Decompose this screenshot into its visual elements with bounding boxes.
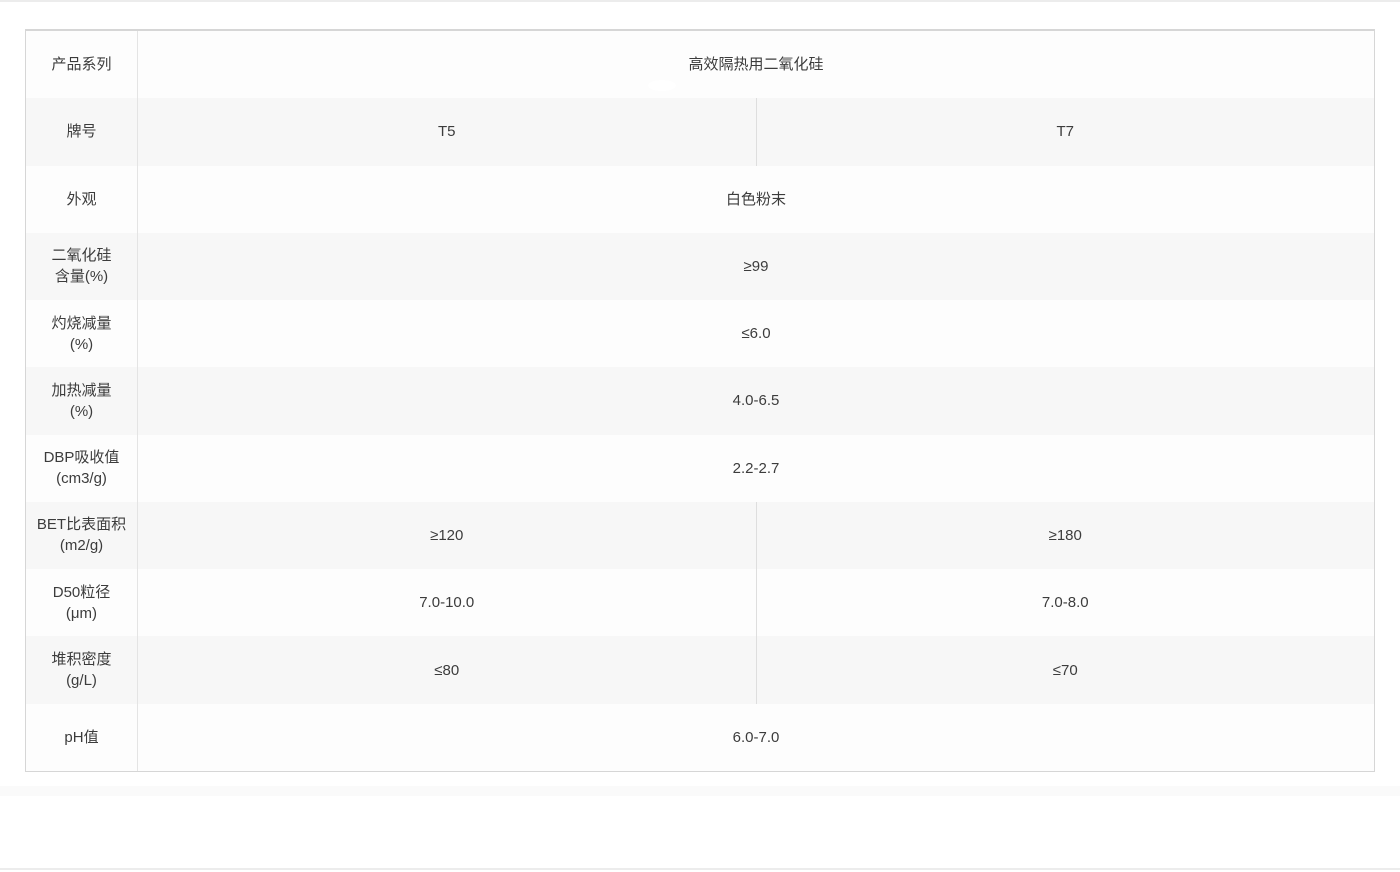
row-label: DBP吸收值 (cm3/g) bbox=[26, 434, 138, 502]
row-value: 2.2-2.7 bbox=[732, 459, 780, 477]
table-row-d50-particle-size: D50粒径 (μm) 7.0-10.0 7.0-8.0 bbox=[26, 569, 1375, 637]
row-label: BET比表面积 (m2/g) bbox=[26, 501, 138, 570]
row-value-t7: ≤70 bbox=[755, 636, 1375, 704]
table-row-product-series: 产品系列 高效隔热用二氧化硅 bbox=[26, 31, 1374, 99]
below-table-band bbox=[0, 786, 1400, 796]
row-value-t7: ≥180 bbox=[755, 501, 1375, 570]
row-label: 加热减量 (%) bbox=[26, 367, 138, 435]
row-label: 灼烧减量 (%) bbox=[26, 300, 138, 368]
table-row-bulk-density: 堆积密度 (g/L) ≤80 ≤70 bbox=[26, 636, 1375, 704]
page-top-divider bbox=[0, 0, 1400, 2]
row-label: 产品系列 bbox=[26, 31, 138, 99]
page-bottom-divider bbox=[0, 868, 1400, 870]
product-spec-table: 产品系列 高效隔热用二氧化硅 牌号 T5 T7 外观 白色粉末 二氧化硅 含量(… bbox=[25, 29, 1375, 772]
table-row-silica-content: 二氧化硅 含量(%) ≥99 bbox=[26, 232, 1374, 301]
table-row-loss-on-heating: 加热减量 (%) 4.0-6.5 bbox=[26, 367, 1374, 435]
row-value: ≤6.0 bbox=[741, 325, 771, 343]
row-label: 二氧化硅 含量(%) bbox=[26, 232, 138, 301]
row-value: ≥99 bbox=[743, 257, 769, 275]
table-row-dbp-absorption: DBP吸收值 (cm3/g) 2.2-2.7 bbox=[26, 434, 1374, 502]
row-label: 外观 bbox=[26, 165, 138, 233]
table-row-appearance: 外观 白色粉末 bbox=[26, 165, 1374, 233]
table-row-loss-on-ignition: 灼烧减量 (%) ≤6.0 bbox=[26, 300, 1374, 368]
row-value-t7: 7.0-8.0 bbox=[755, 569, 1375, 637]
row-value-t5: ≤80 bbox=[434, 661, 460, 679]
table-row-ph-value: pH值 6.0-7.0 bbox=[26, 703, 1374, 771]
row-label: pH值 bbox=[26, 703, 138, 771]
row-value: 白色粉末 bbox=[725, 190, 786, 208]
row-value-t5: ≥120 bbox=[430, 526, 464, 544]
row-value-t7: T7 bbox=[755, 98, 1375, 166]
row-label: 牌号 bbox=[26, 98, 138, 166]
row-value: 4.0-6.5 bbox=[732, 392, 780, 410]
row-label: 堆积密度 (g/L) bbox=[26, 636, 138, 704]
row-value: 高效隔热用二氧化硅 bbox=[688, 56, 824, 74]
row-value-t5: 7.0-10.0 bbox=[419, 594, 475, 612]
table-row-grade: 牌号 T5 T7 bbox=[26, 98, 1375, 166]
row-label: D50粒径 (μm) bbox=[26, 569, 138, 637]
row-value-t5: T5 bbox=[437, 123, 456, 141]
table-row-bet-surface-area: BET比表面积 (m2/g) ≥120 ≥180 bbox=[26, 501, 1375, 570]
highlight-artifact bbox=[648, 80, 676, 91]
row-value: 6.0-7.0 bbox=[732, 728, 780, 746]
